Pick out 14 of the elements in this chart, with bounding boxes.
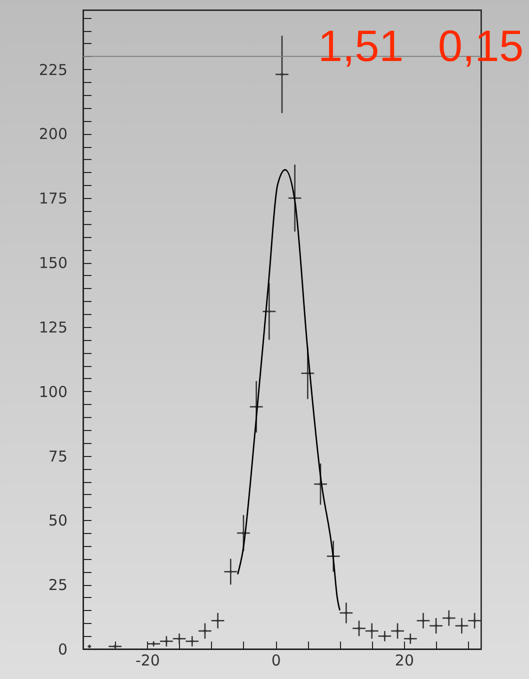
x-tick-label: 0: [271, 652, 281, 670]
y-tick-label: 225: [38, 60, 68, 79]
y-tick-label: 0: [58, 640, 68, 658]
y-tick-label: 125: [38, 318, 68, 336]
y-tick-label: 50: [48, 512, 68, 530]
annotation: 1,51: [318, 22, 404, 71]
y-tick-label: 175: [38, 190, 68, 208]
x-tick-label: 20: [394, 652, 414, 670]
y-tick-label: 150: [38, 254, 68, 272]
y-tick-label: 200: [38, 125, 68, 144]
x-tick-label: -20: [135, 652, 160, 670]
y-tick-label: 75: [48, 447, 68, 466]
y-tick-label: 100: [38, 382, 68, 401]
y-tick-label: 25: [48, 576, 68, 594]
